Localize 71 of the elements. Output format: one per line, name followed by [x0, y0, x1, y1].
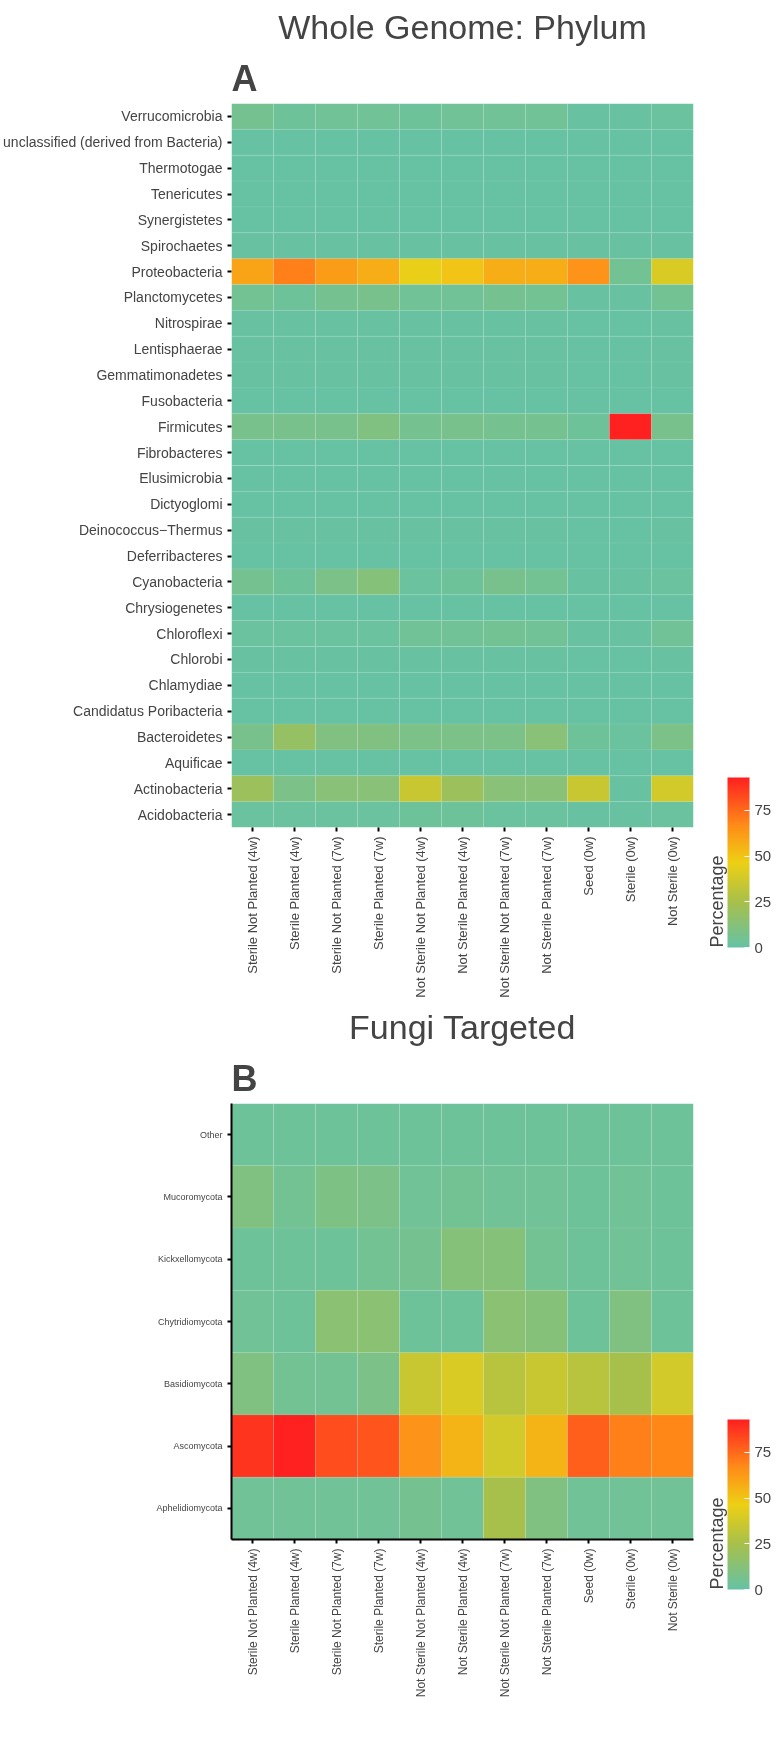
x-tick-label: Not Sterile Planted (7w) — [539, 1548, 554, 1676]
x-tick-label: Not Sterile Not Planted (4w) — [413, 836, 428, 998]
chart-title: Fungi Targeted — [349, 1007, 576, 1046]
x-tick-label: Not Sterile Planted (4w) — [455, 1548, 470, 1676]
y-tick-label: Tenericutes — [150, 186, 223, 202]
x-tick-label: Sterile Planted (7w) — [371, 1548, 386, 1654]
chart-title: Whole Genome: Phylum — [278, 7, 647, 46]
y-tick-label: Fibrobacteres — [136, 444, 223, 461]
y-tick-label: Ascomycota — [173, 1441, 223, 1452]
x-tick-label: Sterile Not Planted (7w) — [329, 836, 344, 974]
color-bar-label: 50 — [754, 1489, 772, 1507]
y-tick-label: Fusobacteria — [141, 392, 223, 409]
y-tick-label: Chrysiogenetes — [125, 599, 223, 616]
y-tick-label: Kickxellomycota — [157, 1254, 223, 1265]
x-tick-label: Sterile Planted (4w) — [287, 836, 302, 950]
y-tick-label: Gemmatimonadetes — [96, 367, 223, 383]
y-tick-label: Lentisphaerae — [133, 341, 223, 358]
color-bar-label: 0 — [754, 938, 763, 956]
x-tick-label: Sterile (0w) — [623, 1548, 638, 1610]
y-tick-label: Planctomycetes — [123, 289, 223, 306]
y-tick-label: Chlamydiae — [148, 677, 223, 694]
y-tick-label: Actinobacteria — [133, 780, 223, 797]
y-tick-label: Bacteroidetes — [136, 729, 223, 745]
y-tick-label: Chloroflexi — [156, 625, 223, 642]
y-tick-label: Dictyoglomi — [150, 496, 223, 513]
y-tick-label: Aquificae — [164, 754, 223, 771]
x-tick-label: Sterile Not Planted (7w) — [329, 1548, 344, 1676]
y-tick-label: Cyanobacteria — [132, 573, 223, 590]
color-bar-label: 0 — [754, 1580, 763, 1598]
y-tick-label: Acidobacteria — [137, 806, 223, 823]
text: B — [231, 1057, 258, 1099]
text: A — [231, 57, 258, 99]
x-tick-label: Sterile (0w) — [623, 836, 638, 903]
color-bar-label: 25 — [754, 1534, 772, 1552]
y-tick-label: Aphelidiomycota — [156, 1503, 223, 1514]
y-tick-label: Mucoromycota — [163, 1191, 223, 1202]
x-tick-label: Seed (0w) — [581, 1548, 596, 1604]
y-tick-label: Chlorobi — [170, 651, 223, 668]
x-tick-label: Not Sterile Planted (4w) — [455, 836, 470, 974]
x-tick-label: Sterile Not Planted (4w) — [245, 1548, 260, 1676]
y-tick-label: Nitrospirae — [154, 315, 223, 332]
y-tick-label: Spirochaetes — [140, 237, 223, 254]
y-tick-label: unclassified (derived from Bacteria) — [3, 134, 223, 151]
y-tick-label: Firmicutes — [157, 418, 223, 435]
y-tick-label: Proteobacteria — [131, 263, 223, 280]
x-tick-label: Sterile Planted (4w) — [287, 1548, 302, 1654]
x-tick-label: Seed (0w) — [581, 836, 596, 896]
y-tick-label: Synergistetes — [137, 211, 223, 228]
x-tick-label: Not Sterile Planted (7w) — [539, 836, 554, 974]
x-tick-label: Not Sterile Not Planted (4w) — [413, 1548, 428, 1698]
color-bar-label: 25 — [754, 892, 772, 910]
x-tick-label: Not Sterile (0w) — [665, 1548, 680, 1632]
legend-title: Percentage — [706, 1497, 727, 1590]
color-bar-label: 75 — [754, 1443, 772, 1461]
y-tick-label: Other — [199, 1129, 223, 1140]
x-tick-label: Sterile Not Planted (4w) — [245, 836, 260, 974]
color-bar-label: 75 — [754, 801, 772, 819]
y-tick-label: Deinococcus−Thermus — [78, 522, 223, 539]
x-tick-label: Not Sterile Not Planted (7w) — [497, 1548, 512, 1698]
legend-title: Percentage — [706, 855, 727, 948]
y-tick-label: Thermotogae — [139, 160, 223, 177]
y-tick-label: Basidiomycota — [163, 1378, 223, 1389]
y-tick-label: Deferribacteres — [126, 548, 223, 564]
y-tick-label: Chytridiomycota — [157, 1316, 223, 1327]
x-tick-label: Not Sterile Not Planted (7w) — [497, 836, 512, 998]
x-tick-label: Sterile Planted (7w) — [371, 836, 386, 950]
y-tick-label: Elusimicrobia — [139, 470, 223, 487]
y-tick-label: Candidatus Poribacteria — [73, 703, 223, 720]
color-bar-label: 50 — [754, 847, 772, 865]
y-tick-label: Verrucomicrobia — [121, 108, 223, 125]
x-tick-label: Not Sterile (0w) — [665, 836, 680, 927]
